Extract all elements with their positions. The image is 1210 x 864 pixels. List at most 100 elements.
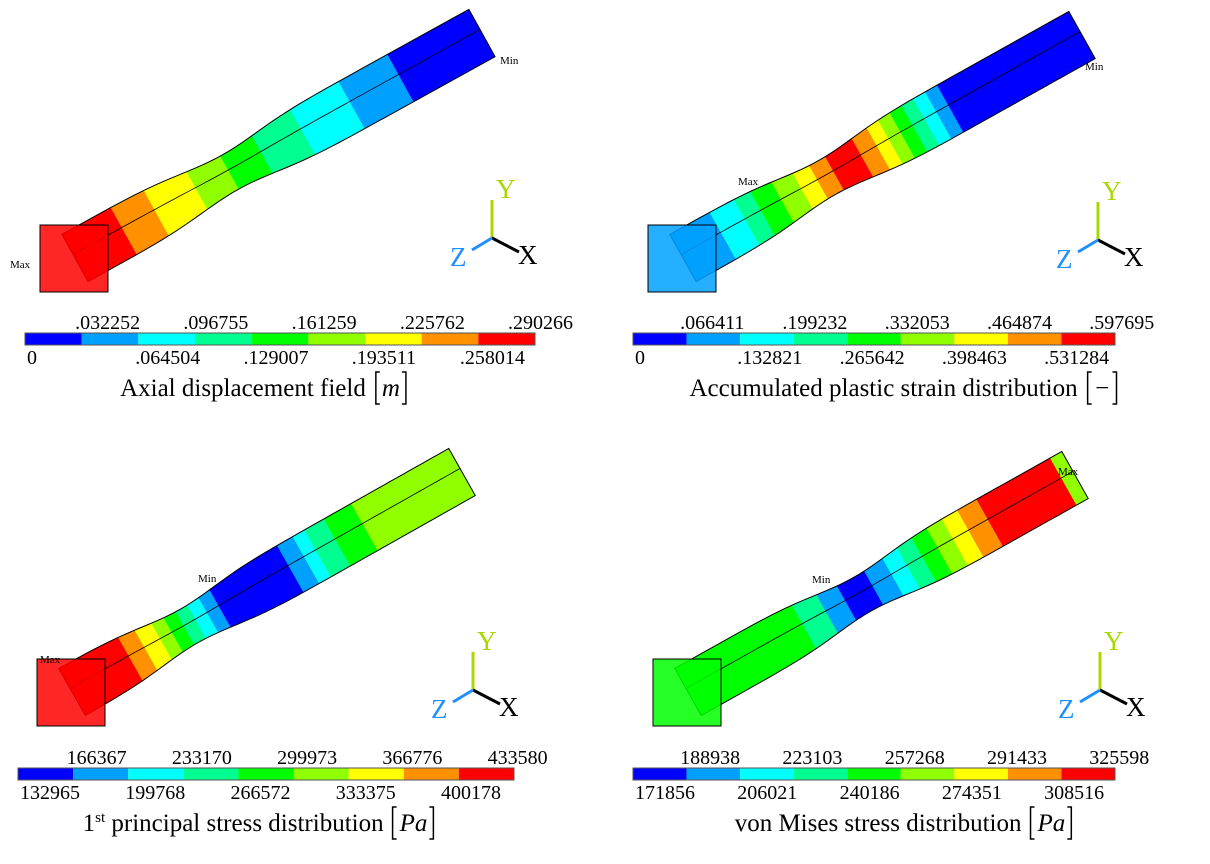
legend-lower-label: .258014 [460, 347, 525, 369]
axis-x-label: X [499, 692, 519, 722]
legend-swatch [847, 768, 901, 780]
panel: MaxMinYXZ.066411.199232.332053.464874.59… [633, 11, 1154, 404]
legend-swatch [633, 333, 687, 345]
legend-swatch [740, 333, 794, 345]
axis-z-label: Z [1058, 694, 1075, 724]
title-unit: m [382, 375, 400, 402]
x-axis-arrow [492, 238, 519, 252]
legend-lower-label: .193511 [352, 347, 416, 369]
legend-lower-label: 240186 [840, 782, 900, 804]
z-axis-arrow [472, 238, 492, 250]
panel: MaxMinYXZ.032252.096755.161259.225762.29… [10, 9, 573, 404]
legend-lower-label: .531284 [1044, 347, 1109, 369]
legend-upper-label: 188938 [680, 747, 740, 769]
legend-swatch [73, 768, 128, 780]
axis-x-label: X [518, 240, 538, 270]
beam-edge [681, 31, 1080, 254]
axis-x-label: X [1126, 692, 1146, 722]
legend-swatch [349, 768, 404, 780]
legend-lower-label: 333375 [336, 782, 396, 804]
legend-swatch [308, 333, 365, 345]
legend-upper-label: .161259 [292, 312, 357, 334]
panel-title: von Mises stress distributionPa [735, 810, 1066, 837]
legend-swatch [238, 768, 293, 780]
legend-swatch [183, 768, 238, 780]
legend-swatch [478, 333, 535, 345]
legend-swatch [1061, 768, 1115, 780]
title-text: von Mises stress distribution [735, 810, 1022, 837]
legend-upper-label: .290266 [508, 312, 573, 334]
legend-swatch [901, 333, 955, 345]
title-text: Axial displacement field [120, 375, 366, 402]
legend-swatch [847, 333, 901, 345]
legend-lower-label: 308516 [1044, 782, 1104, 804]
legend-lower-label: .064504 [135, 347, 200, 369]
min-label: Min [198, 573, 217, 585]
legend-swatch [1008, 768, 1062, 780]
legend-upper-label: .066411 [680, 312, 744, 334]
min-label: Min [1085, 61, 1104, 73]
z-axis-arrow [453, 690, 473, 702]
legend-swatch [459, 768, 514, 780]
title-unit: Pa [399, 810, 428, 837]
legend-swatch [18, 768, 73, 780]
beam-band [351, 448, 475, 550]
beam-end-face [40, 225, 108, 292]
beam-edge [70, 468, 460, 688]
legend-lower-label: 199768 [125, 782, 185, 804]
legend-swatch [82, 333, 139, 345]
legend-upper-label: .032252 [75, 312, 140, 334]
legend-lower-label: .265642 [840, 347, 905, 369]
legend-upper-label: 166367 [67, 747, 127, 769]
legend-swatch [128, 768, 183, 780]
legend-swatch [633, 768, 687, 780]
axis-y-label: Y [1104, 626, 1124, 656]
legend-lower-label: 0 [27, 347, 37, 369]
legend-lower-label: .129007 [243, 347, 308, 369]
min-label: Min [812, 574, 831, 586]
legend-upper-label: 299973 [277, 747, 337, 769]
legend-upper-label: 223103 [782, 747, 842, 769]
legend-swatch [365, 333, 422, 345]
max-label: Max [1058, 466, 1079, 478]
legend-upper-label: 233170 [172, 747, 232, 769]
legend-upper-label: 257268 [885, 747, 945, 769]
legend-upper-label: .199232 [782, 312, 847, 334]
legend-swatch [954, 333, 1008, 345]
legend-lower-label: 266572 [231, 782, 291, 804]
legend-swatch [794, 768, 848, 780]
legend-swatch [1061, 333, 1115, 345]
legend-lower-label: 400178 [441, 782, 501, 804]
title-text: Accumulated plastic strain distribution [690, 375, 1079, 402]
legend-swatch [195, 333, 252, 345]
legend-upper-label: .464874 [987, 312, 1052, 334]
legend-upper-label: 366776 [382, 747, 442, 769]
beam-end-face [648, 225, 716, 292]
axis-x-label: X [1124, 242, 1144, 272]
max-label: Max [10, 259, 31, 271]
legend-upper-label: .332053 [885, 312, 950, 334]
legend-swatch [687, 768, 741, 780]
legend-upper-label: 325598 [1089, 747, 1149, 769]
legend-lower-label: 132965 [20, 782, 80, 804]
max-label: Max [738, 176, 759, 188]
axis-z-label: Z [450, 242, 467, 272]
legend-swatch [901, 768, 955, 780]
panel-title: Axial displacement field m [120, 375, 400, 402]
legend-swatch [740, 768, 794, 780]
max-label: Max [40, 654, 61, 666]
legend-lower-label: 0 [635, 347, 645, 369]
legend-swatch [294, 768, 349, 780]
z-axis-arrow [1080, 690, 1100, 702]
axis-z-label: Z [1056, 244, 1073, 274]
legend-swatch [794, 333, 848, 345]
legend-upper-label: 433580 [488, 747, 548, 769]
legend-swatch [954, 768, 1008, 780]
panel-title: Accumulated plastic strain distribution− [690, 375, 1111, 402]
figure: MaxMinYXZ.032252.096755.161259.225762.29… [0, 0, 1210, 864]
legend-upper-label: 291433 [987, 747, 1047, 769]
axis-y-label: Y [477, 626, 497, 656]
x-axis-arrow [473, 690, 500, 704]
